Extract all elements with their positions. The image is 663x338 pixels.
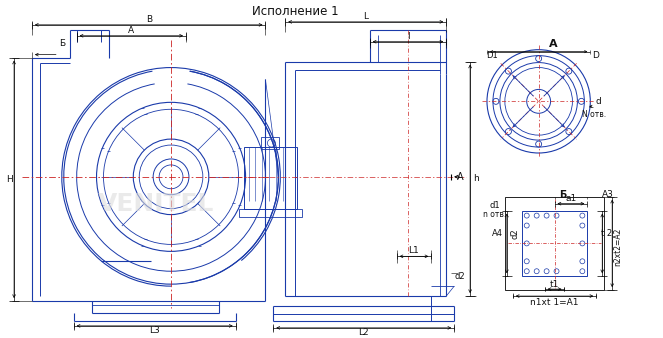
Bar: [522, 211, 587, 276]
Text: A: A: [128, 26, 135, 35]
Bar: [505, 197, 604, 290]
Text: A4: A4: [493, 229, 503, 238]
Text: L2: L2: [359, 328, 369, 337]
Bar: [239, 209, 302, 217]
Text: d: d: [595, 97, 601, 106]
Text: B: B: [146, 15, 152, 24]
Text: L: L: [363, 13, 368, 21]
Text: Б: Б: [59, 39, 65, 48]
Text: t 2: t 2: [601, 229, 612, 238]
Text: h: h: [473, 174, 479, 183]
Text: d2: d2: [511, 228, 519, 239]
Text: N отв.: N отв.: [582, 110, 607, 119]
Bar: [261, 137, 279, 149]
Bar: [243, 147, 297, 209]
Text: H: H: [6, 175, 13, 184]
Text: n отв.: n отв.: [483, 210, 507, 219]
Text: A3: A3: [602, 190, 614, 199]
Text: D1: D1: [486, 51, 498, 60]
Text: d2: d2: [455, 272, 465, 281]
Text: Исполнение 1: Исполнение 1: [252, 5, 339, 19]
Text: t1: t1: [550, 280, 559, 289]
Text: VENITEL: VENITEL: [98, 192, 214, 216]
Text: A: A: [549, 39, 558, 49]
Text: D: D: [592, 51, 599, 60]
Text: n1xt 1=A1: n1xt 1=A1: [530, 297, 579, 307]
Text: A: A: [457, 172, 463, 182]
Text: l: l: [406, 32, 409, 41]
Text: L3: L3: [149, 327, 160, 335]
Text: d1: d1: [489, 201, 501, 210]
Text: a1: a1: [566, 194, 577, 203]
Text: n2xt2=A2: n2xt2=A2: [614, 227, 623, 266]
Text: Б: Б: [559, 190, 566, 200]
Text: L1: L1: [408, 246, 419, 255]
